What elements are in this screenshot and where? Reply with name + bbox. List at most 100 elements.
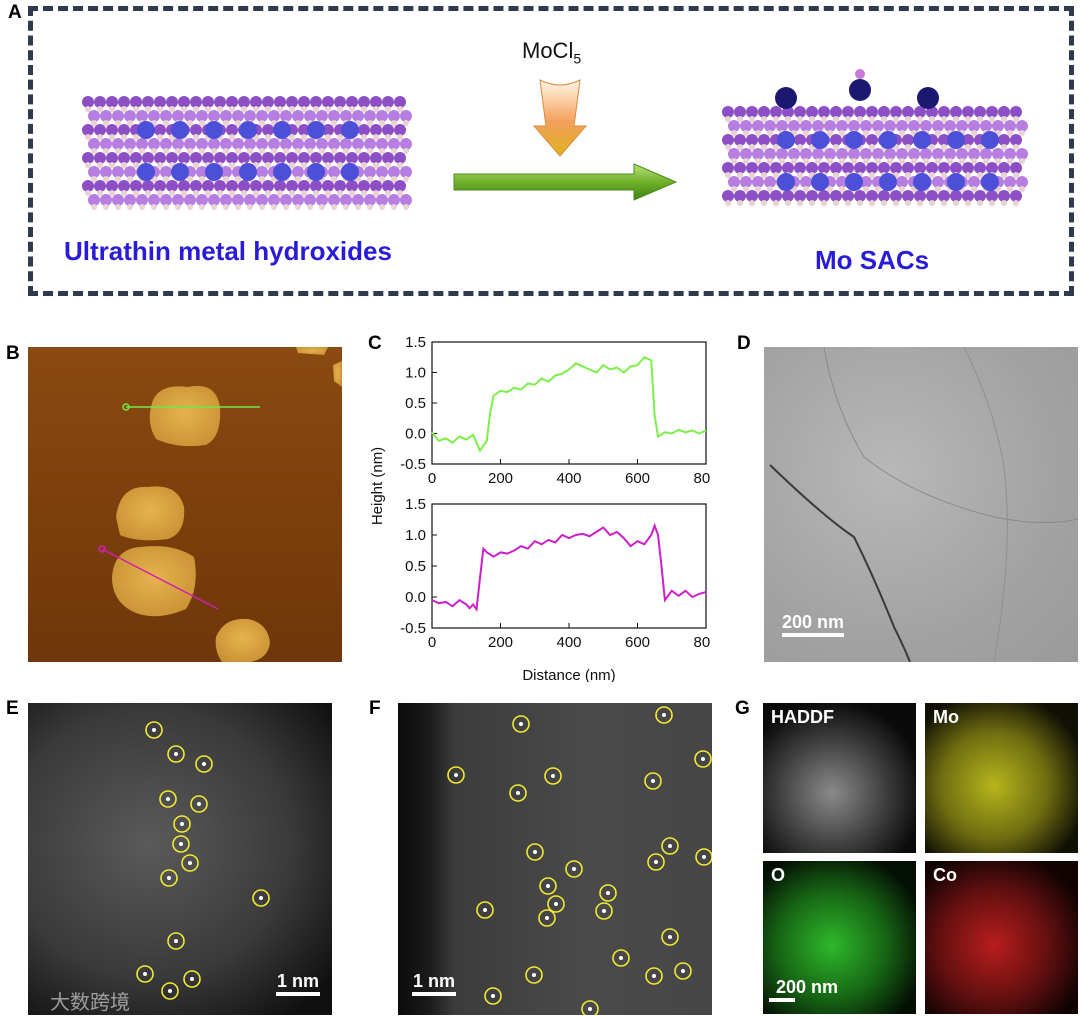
h-atom bbox=[875, 130, 881, 136]
host-atom bbox=[274, 152, 286, 164]
h-atom bbox=[833, 116, 839, 122]
host-atom bbox=[938, 106, 950, 118]
metal-center-atom bbox=[171, 121, 189, 139]
h-atom bbox=[1019, 186, 1025, 192]
h-atom bbox=[187, 148, 193, 154]
h-atom bbox=[869, 116, 875, 122]
h-atom bbox=[307, 204, 313, 210]
h-atom bbox=[373, 190, 379, 196]
h-atom bbox=[229, 134, 235, 140]
highlight-circle bbox=[547, 895, 565, 913]
h-atom bbox=[755, 130, 761, 136]
h-atom bbox=[1001, 172, 1007, 178]
h-atom bbox=[935, 186, 941, 192]
host-atom bbox=[854, 190, 866, 202]
h-atom bbox=[337, 162, 343, 168]
eds-scale-bar: 200 nm bbox=[769, 977, 845, 1002]
host-atom bbox=[782, 106, 794, 118]
host-atom bbox=[364, 194, 376, 206]
h-atom bbox=[133, 134, 139, 140]
h-atom bbox=[109, 162, 115, 168]
highlight-circle bbox=[476, 901, 494, 919]
right-mo-sac-structure bbox=[722, 69, 1028, 206]
bright-atom-dot bbox=[166, 797, 170, 801]
host-atom bbox=[334, 180, 346, 192]
h-atom bbox=[199, 148, 205, 154]
host-atom bbox=[304, 110, 316, 122]
h-atom bbox=[241, 190, 247, 196]
host-atom bbox=[902, 106, 914, 118]
metal-center-atom bbox=[307, 163, 325, 181]
highlight-circle bbox=[167, 932, 185, 950]
h-atom bbox=[893, 116, 899, 122]
h-atom bbox=[833, 200, 839, 206]
h-atom bbox=[97, 134, 103, 140]
h-atom bbox=[343, 148, 349, 154]
host-atom bbox=[112, 194, 124, 206]
host-atom bbox=[214, 180, 226, 192]
host-atom bbox=[286, 96, 298, 108]
h-atom bbox=[767, 158, 773, 164]
host-atom bbox=[226, 124, 238, 136]
host-atom bbox=[250, 180, 262, 192]
host-atom bbox=[238, 180, 250, 192]
host-atom bbox=[100, 110, 112, 122]
h-atom bbox=[403, 148, 409, 154]
h-atom bbox=[109, 106, 115, 112]
h-atom bbox=[397, 134, 403, 140]
host-atom bbox=[232, 138, 244, 150]
host-atom bbox=[178, 152, 190, 164]
host-atom bbox=[268, 194, 280, 206]
h-atom bbox=[151, 204, 157, 210]
host-atom bbox=[346, 96, 358, 108]
h-atom bbox=[941, 200, 947, 206]
panel-letter-d: D bbox=[737, 333, 751, 354]
host-atom bbox=[776, 120, 788, 132]
h-atom bbox=[1007, 130, 1013, 136]
h-atom bbox=[941, 144, 947, 150]
bright-atom-dot bbox=[483, 908, 487, 912]
h-atom bbox=[97, 106, 103, 112]
h-atom bbox=[325, 106, 331, 112]
h-atom bbox=[397, 106, 403, 112]
bright-atom-dot bbox=[259, 896, 263, 900]
host-atom bbox=[980, 148, 992, 160]
h-atom bbox=[959, 158, 965, 164]
h-atom bbox=[175, 204, 181, 210]
h-atom bbox=[1007, 186, 1013, 192]
host-atom bbox=[854, 162, 866, 174]
host-atom bbox=[1016, 120, 1028, 132]
h-atom bbox=[307, 148, 313, 154]
host-atom bbox=[274, 180, 286, 192]
h-atom bbox=[271, 204, 277, 210]
host-atom bbox=[806, 106, 818, 118]
h-atom bbox=[893, 200, 899, 206]
h-atom bbox=[325, 162, 331, 168]
bright-atom-dot bbox=[651, 779, 655, 783]
h-atom bbox=[385, 162, 391, 168]
h-atom bbox=[253, 106, 259, 112]
h-atom bbox=[905, 116, 911, 122]
h-atom bbox=[235, 204, 241, 210]
host-atom bbox=[160, 166, 172, 178]
metal-center-atom bbox=[239, 121, 257, 139]
h-atom bbox=[797, 200, 803, 206]
h-atom bbox=[737, 172, 743, 178]
h-atom bbox=[289, 134, 295, 140]
host-atom bbox=[734, 162, 746, 174]
host-atom bbox=[842, 190, 854, 202]
mo-single-atom bbox=[775, 87, 797, 109]
mo-single-atom bbox=[849, 79, 871, 101]
panel-letter-e: E bbox=[6, 698, 19, 719]
panel-letter-b: B bbox=[6, 343, 20, 364]
x-tick-label: 200 bbox=[488, 470, 513, 487]
host-atom bbox=[154, 124, 166, 136]
host-atom bbox=[400, 110, 412, 122]
bright-atom-dot bbox=[572, 867, 576, 871]
host-atom bbox=[860, 148, 872, 160]
host-atom bbox=[962, 134, 974, 146]
host-atom bbox=[250, 152, 262, 164]
metal-center-atom bbox=[205, 121, 223, 139]
host-atom bbox=[178, 96, 190, 108]
h-atom bbox=[869, 144, 875, 150]
